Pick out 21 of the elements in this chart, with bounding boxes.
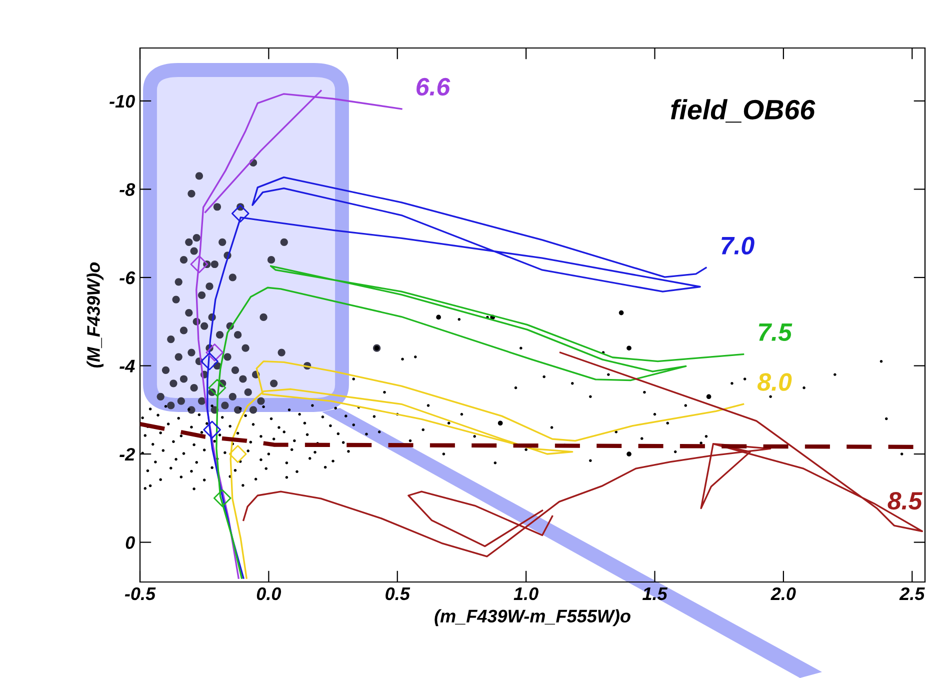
y-axis-title: (M_F439W)o bbox=[86, 262, 104, 368]
series-label: 7.5 bbox=[758, 324, 792, 342]
x-tick-label: 0.5 bbox=[386, 587, 410, 600]
x-tick-label: 2.5 bbox=[899, 587, 925, 600]
x-tick-label: 0.0 bbox=[256, 587, 282, 600]
annotation: field_OB66 bbox=[671, 99, 816, 123]
x-axis-title: (m_F439W-m_F555W)o bbox=[434, 609, 630, 626]
y-tick-label: -8 bbox=[120, 183, 136, 196]
y-tick-label: -10 bbox=[110, 94, 135, 108]
y-tick-label: -6 bbox=[120, 271, 136, 284]
y-tick-label: -4 bbox=[120, 360, 135, 372]
series-label: 6.6 bbox=[416, 78, 450, 96]
series-label: 8.0 bbox=[758, 373, 792, 391]
series-label: 8.5 bbox=[888, 492, 922, 510]
x-tick-label: 2.0 bbox=[770, 587, 796, 600]
y-tick-label: -2 bbox=[120, 448, 135, 461]
x-tick-label: 1.0 bbox=[514, 587, 538, 600]
series-label: 7.0 bbox=[722, 236, 754, 255]
y-tick-label: 0 bbox=[126, 536, 135, 549]
x-tick-label: -0.5 bbox=[124, 587, 156, 600]
x-tick-label: 1.5 bbox=[642, 588, 668, 600]
